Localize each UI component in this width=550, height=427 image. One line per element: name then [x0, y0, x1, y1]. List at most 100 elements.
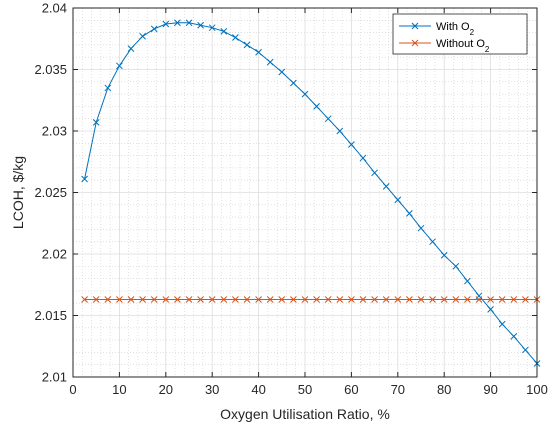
data-point: [464, 277, 471, 285]
x-tick-label: 0: [69, 382, 76, 397]
data-point: [185, 19, 193, 27]
legend-label: With O2: [436, 21, 475, 37]
data-point: [522, 296, 529, 303]
data-point: [220, 296, 228, 303]
x-axis-label: Oxygen Utilisation Ratio, %: [220, 406, 390, 422]
data-point: [162, 296, 170, 303]
legend-entry[interactable]: Without O2: [399, 38, 490, 54]
data-point: [382, 182, 390, 190]
y-tick-label: 2.02: [42, 247, 67, 262]
data-point: [359, 296, 367, 303]
y-tick-label: 2.03: [42, 124, 67, 139]
data-point: [487, 305, 494, 313]
y-axis-label: LCOH, $/kg: [10, 156, 26, 229]
series-1: [81, 19, 541, 367]
legend-label-subscript: 2: [485, 45, 490, 54]
data-point: [127, 296, 135, 303]
series-2: [81, 296, 541, 303]
data-point: [487, 296, 494, 303]
legend-entry[interactable]: With O2: [399, 21, 475, 37]
x-tick-label: 90: [483, 382, 497, 397]
data-point: [406, 296, 413, 303]
data-point: [139, 32, 146, 40]
data-point: [255, 296, 262, 303]
data-point: [232, 34, 239, 41]
data-point: [81, 296, 88, 303]
series-layer: [81, 19, 541, 367]
data-point: [104, 84, 112, 92]
data-point: [278, 296, 286, 303]
data-point: [81, 175, 88, 183]
data-point: [336, 296, 344, 303]
data-point: [452, 262, 460, 270]
data-point: [475, 296, 483, 303]
y-tick-label: 2.035: [34, 62, 67, 77]
data-point: [116, 296, 123, 303]
data-point: [92, 119, 100, 126]
x-tick-label: 80: [437, 382, 451, 397]
data-point: [498, 320, 506, 328]
data-point: [301, 296, 309, 303]
data-point: [417, 224, 425, 232]
data-point: [510, 333, 518, 340]
data-point: [510, 296, 518, 303]
data-point: [371, 169, 378, 177]
data-point: [394, 196, 402, 204]
legend-marker: [411, 39, 419, 47]
legend-box: [392, 13, 528, 55]
data-point: [243, 296, 251, 303]
x-tick-label: 70: [391, 382, 405, 397]
data-point: [498, 296, 506, 303]
data-point: [174, 19, 181, 27]
data-point: [220, 28, 228, 35]
data-point: [313, 103, 320, 110]
data-point: [266, 58, 274, 66]
x-tick-label: 20: [159, 382, 173, 397]
x-tick-label: 10: [112, 382, 126, 397]
data-point: [185, 296, 193, 303]
x-tick-label: 30: [205, 382, 219, 397]
y-tick-label: 2.025: [34, 185, 67, 200]
legend-label-subscript: 2: [470, 28, 475, 37]
data-point: [522, 346, 529, 354]
data-point: [394, 296, 402, 303]
y-tick-label: 2.01: [42, 370, 67, 385]
data-point: [336, 127, 344, 135]
data-point: [162, 20, 170, 28]
x-tick-label: 50: [298, 382, 312, 397]
data-point: [92, 296, 100, 303]
data-point: [359, 154, 367, 162]
data-point: [174, 296, 181, 303]
axis-ticks: [72, 7, 538, 378]
data-point: [440, 251, 448, 259]
data-point: [348, 141, 355, 148]
data-point: [371, 296, 378, 303]
y-tick-label: 2.04: [42, 1, 67, 16]
data-point: [139, 296, 146, 303]
data-point: [324, 115, 332, 123]
data-point: [116, 62, 123, 70]
data-point: [266, 296, 274, 303]
y-tick-labels: 2.01 2.015 2.02 2.025 2.03 2.035 2.04: [34, 1, 67, 385]
data-point: [243, 41, 251, 49]
data-point: [104, 296, 112, 303]
y-tick-label: 2.015: [34, 308, 67, 323]
data-point: [382, 296, 390, 303]
data-point: [429, 296, 436, 303]
data-point: [440, 296, 448, 303]
series-line: [84, 22, 538, 364]
data-point: [150, 296, 158, 303]
data-point: [290, 79, 297, 87]
data-point: [208, 24, 216, 32]
data-point: [417, 296, 425, 303]
data-point: [197, 21, 204, 29]
data-point: [232, 296, 239, 303]
data-point: [464, 296, 471, 303]
legend-marker: [411, 22, 419, 30]
legend-label: Without O2: [436, 38, 490, 54]
data-point: [452, 296, 460, 303]
data-point: [278, 68, 286, 76]
data-point: [208, 296, 216, 303]
